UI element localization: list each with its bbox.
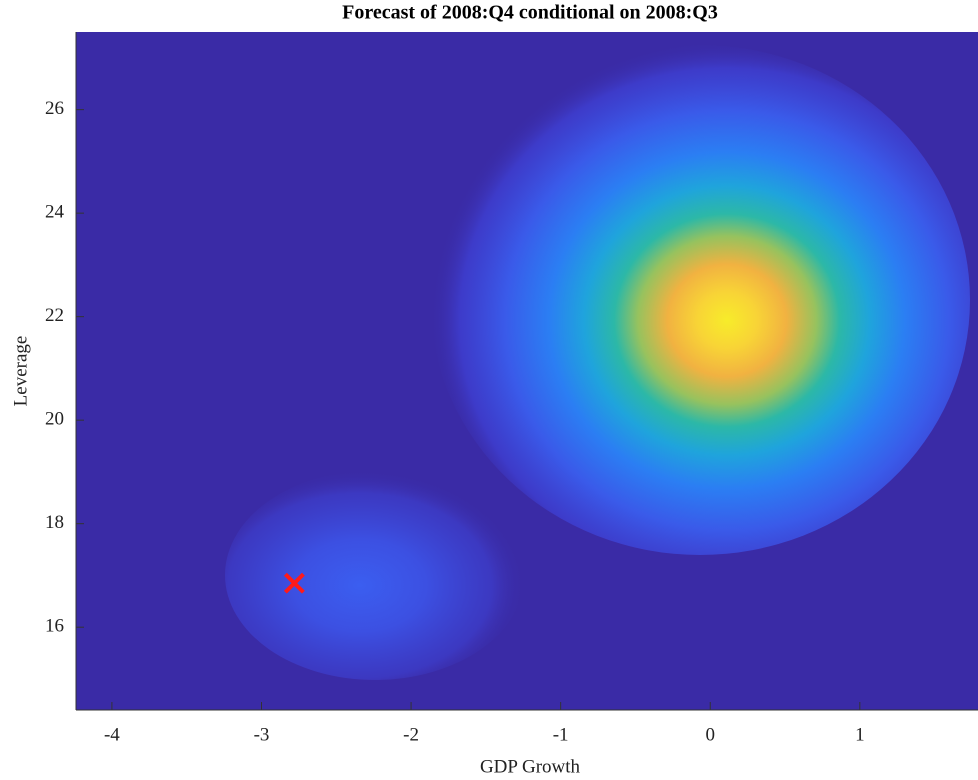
chart-title: Forecast of 2008:Q4 conditional on 2008:… [342,2,718,24]
x-tick-label: -4 [104,724,120,745]
plot-area [76,32,978,710]
y-tick-label: 24 [45,202,65,223]
y-tick-label: 18 [45,512,64,533]
y-tick-label: 20 [45,409,64,430]
density-secondary [225,470,525,680]
marker-stroke [283,572,305,594]
x-tick-label: -2 [403,724,419,745]
density-main [430,45,970,555]
y-tick-label: 22 [45,305,64,326]
y-axis-label: Leverage [10,336,31,407]
y-tick-label: 26 [45,98,64,119]
x-axis-label: GDP Growth [480,756,581,777]
y-tick-label: 16 [45,616,64,637]
x-tick-label: 0 [705,724,715,745]
x-tick-label: 1 [855,724,865,745]
x-tick-label: -1 [553,724,569,745]
marker [283,572,305,594]
x-tick-label: -3 [254,724,270,745]
